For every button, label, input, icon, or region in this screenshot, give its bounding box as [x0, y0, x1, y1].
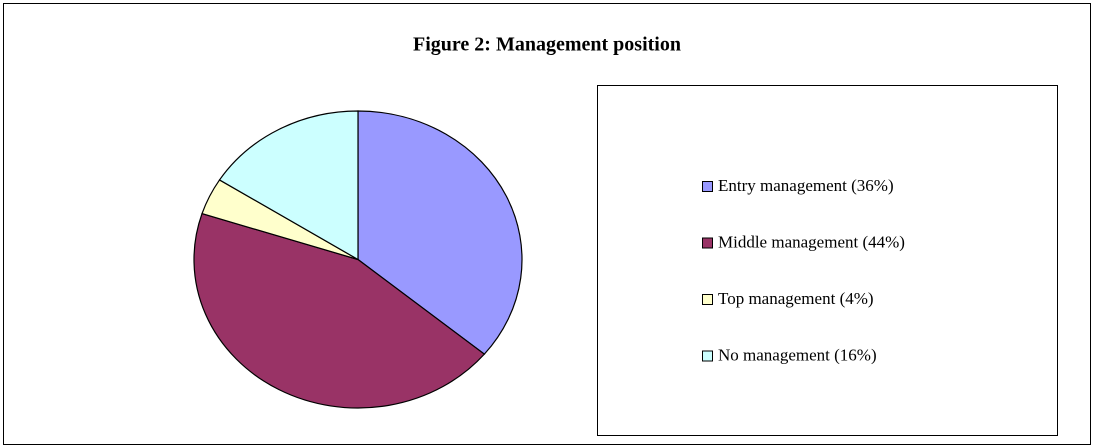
legend-name: Top management [718, 289, 836, 308]
legend-swatch [702, 181, 713, 192]
legend-value: (16%) [834, 345, 876, 364]
pie-slice [193, 212, 486, 409]
pie-slice [218, 110, 359, 261]
legend-label: Top management (4%) [718, 289, 874, 308]
legend-name: No management [718, 345, 830, 364]
legend-value: (44%) [862, 232, 904, 251]
legend-label: Middle management (44%) [718, 232, 905, 251]
legend-swatch [702, 294, 713, 305]
chart-title: Figure 2: Management position [413, 34, 681, 56]
legend-name: Entry management [718, 176, 847, 195]
legend-swatch [702, 350, 713, 362]
legend-box [597, 85, 1058, 436]
legend-value: (4%) [840, 289, 874, 308]
legend-name: Middle management [718, 232, 858, 251]
pie-slice [357, 110, 523, 355]
legend-swatch [702, 237, 713, 249]
legend-label: No management (16%) [718, 345, 877, 364]
legend-value: (36%) [851, 176, 893, 195]
legend-label: Entry management (36%) [718, 176, 894, 195]
